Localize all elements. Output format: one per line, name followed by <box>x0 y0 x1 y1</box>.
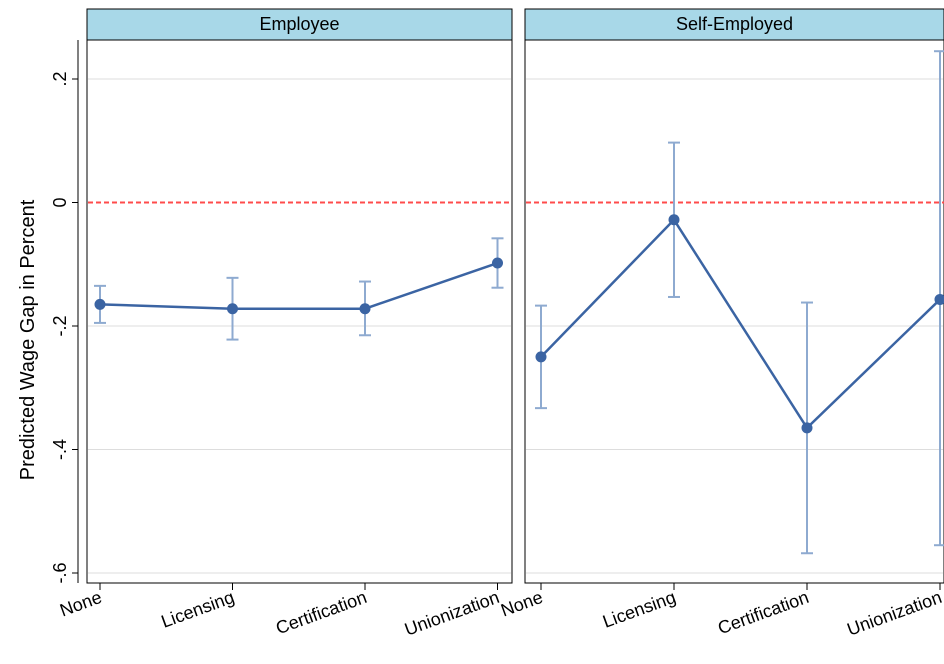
data-point <box>360 303 371 314</box>
panel-frame <box>87 40 512 583</box>
data-point <box>802 422 813 433</box>
x-tick-label: Licensing <box>159 587 237 632</box>
x-tick-label: Licensing <box>600 587 678 632</box>
data-point <box>669 214 680 225</box>
y-tick-label: .2 <box>50 71 70 86</box>
data-point <box>536 351 547 362</box>
y-tick-label: -.6 <box>50 562 70 583</box>
panel-frame <box>525 40 944 583</box>
y-axis-title: Predicted Wage Gap in Percent <box>17 199 39 480</box>
x-tick-label: Unionization <box>402 587 502 640</box>
panel-title: Employee <box>259 14 339 34</box>
x-tick-label: Unionization <box>844 587 944 640</box>
x-tick-label: Certification <box>715 587 811 638</box>
y-tick-label: -.4 <box>50 439 70 460</box>
x-tick-label: Certification <box>273 587 369 638</box>
y-tick-label: -.2 <box>50 315 70 336</box>
x-tick-label: None <box>57 587 104 621</box>
data-point <box>492 258 503 269</box>
y-tick-label: 0 <box>50 197 70 207</box>
x-tick-label: None <box>498 587 545 621</box>
data-point <box>95 299 106 310</box>
panel-title: Self-Employed <box>676 14 793 34</box>
data-point <box>227 303 238 314</box>
